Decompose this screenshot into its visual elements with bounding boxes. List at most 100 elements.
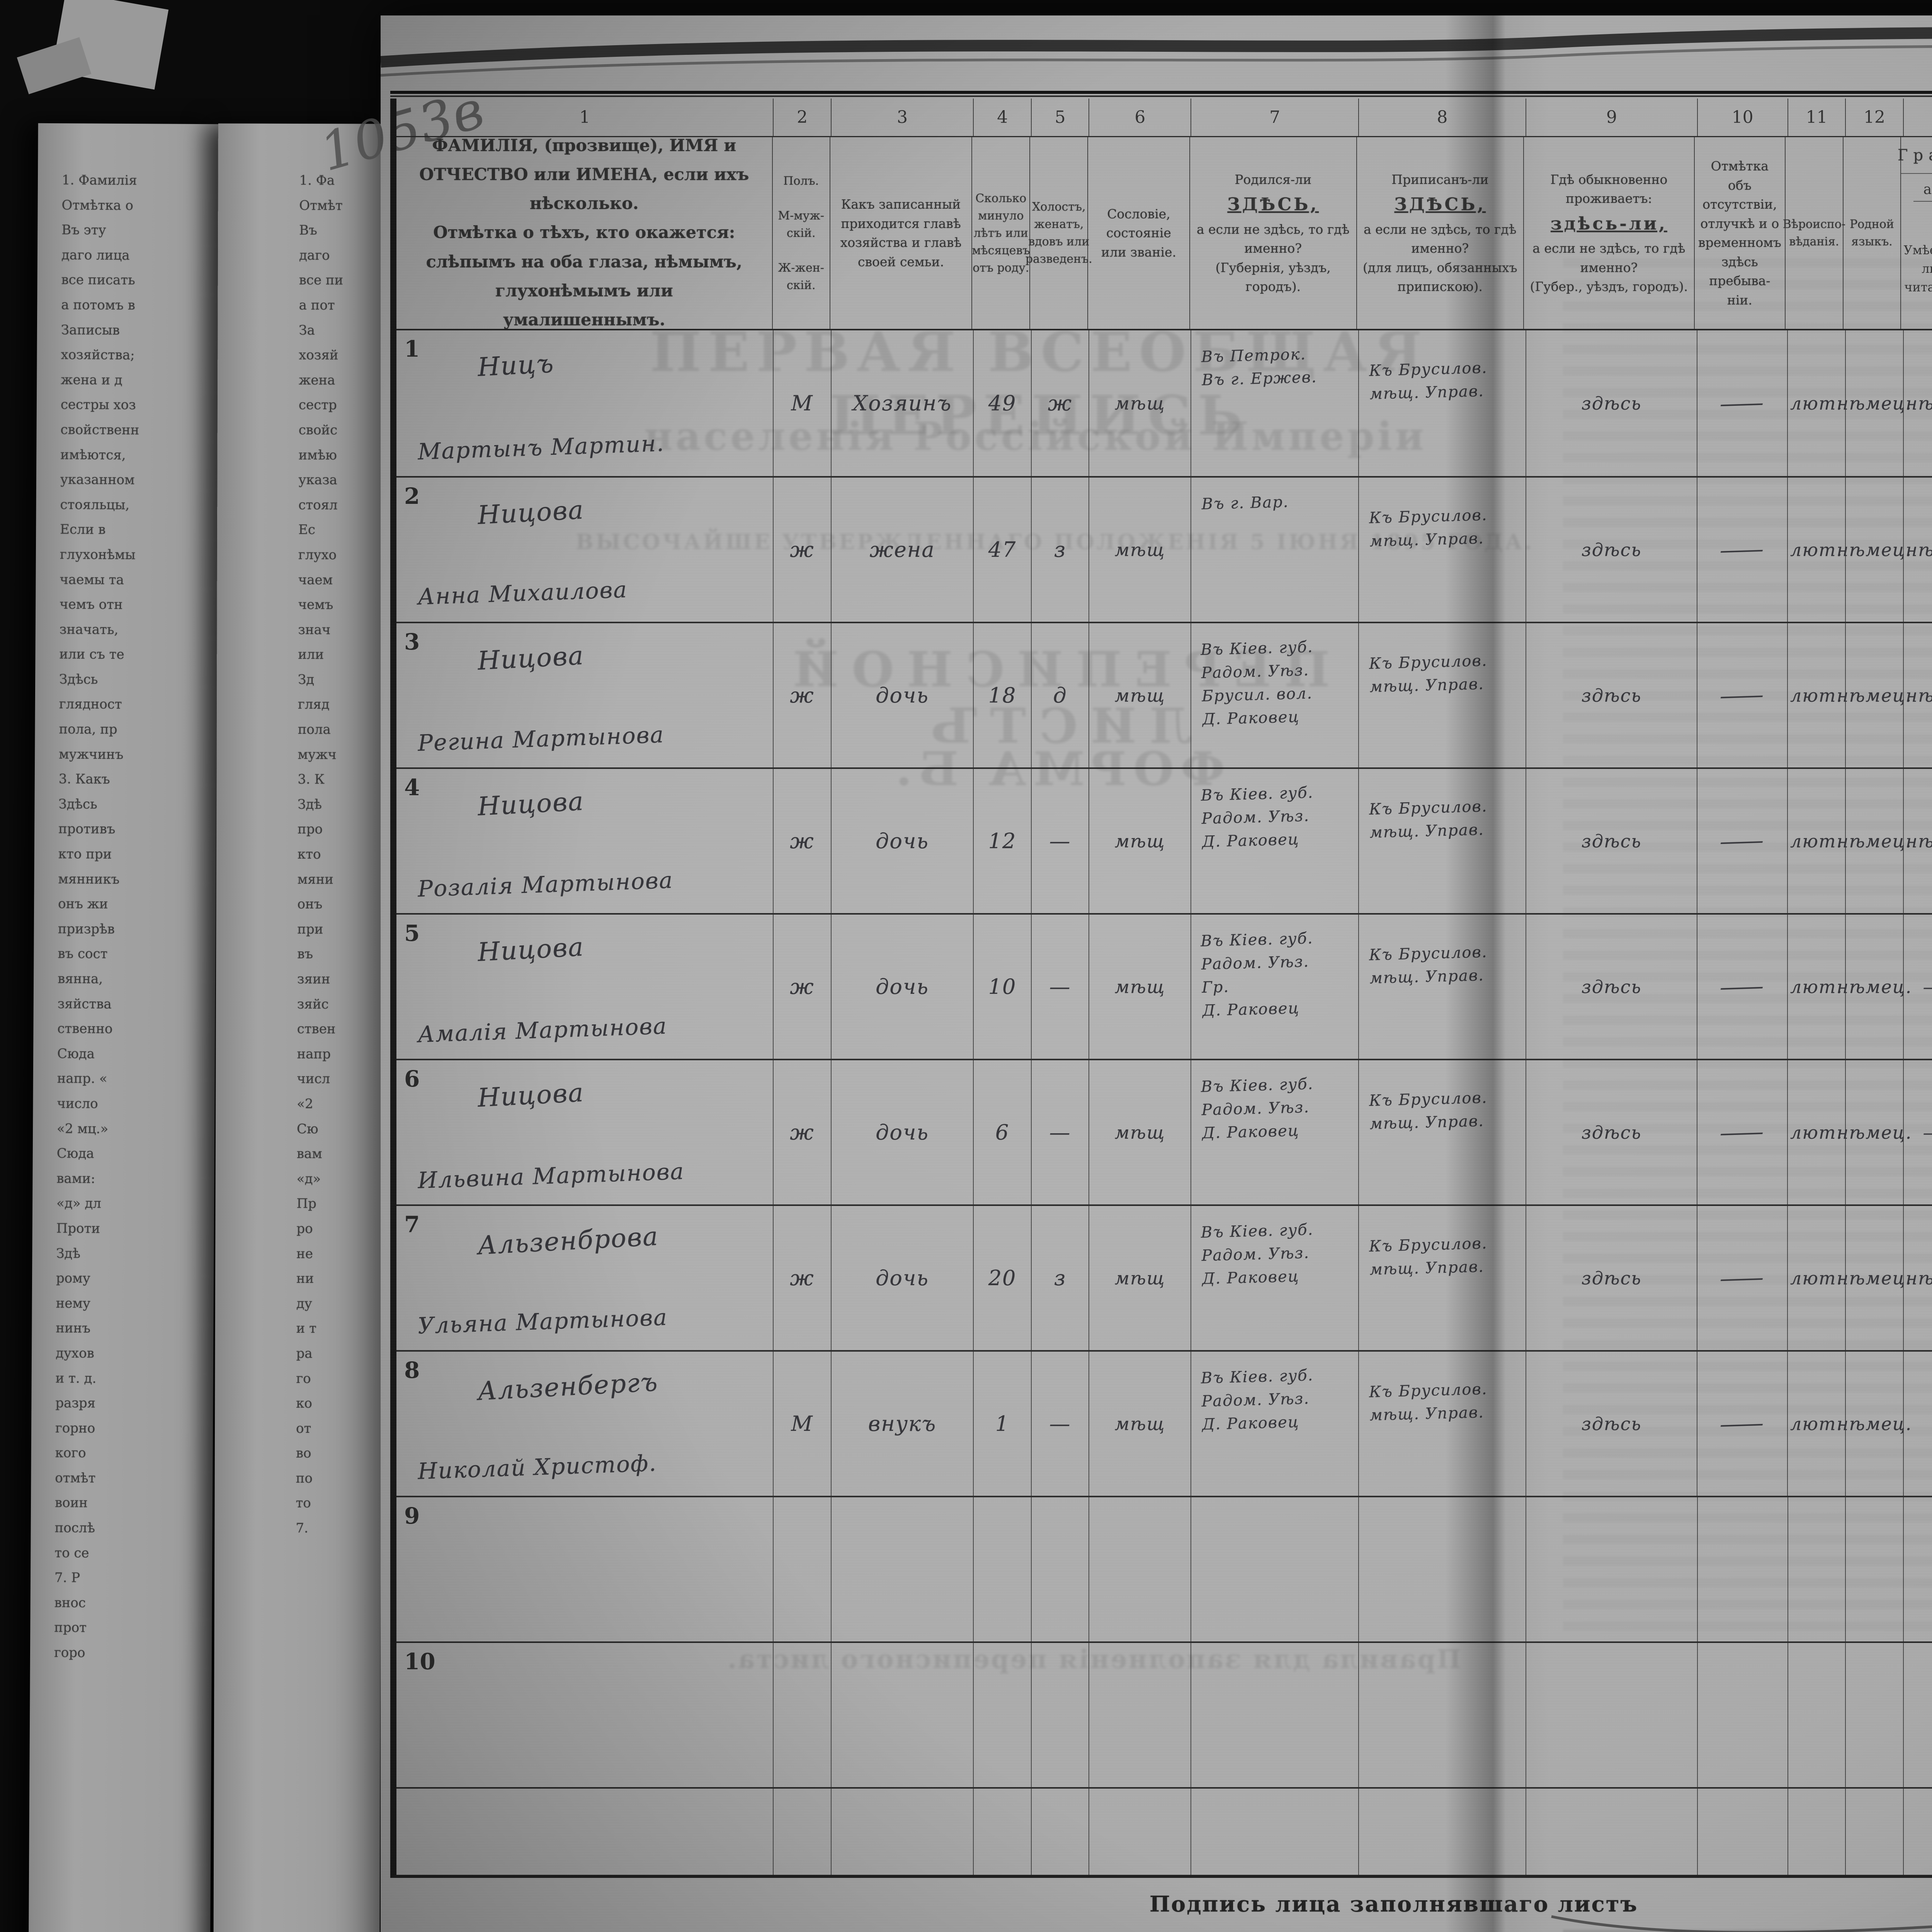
header-text: Гдѣ обыкновенно проживаетъ:: [1550, 172, 1668, 206]
marital-value: —: [1049, 1412, 1071, 1436]
given-name-handwritten: Анна Михаилова: [417, 576, 628, 610]
surname-handwritten: Ницова: [477, 1077, 585, 1113]
language-value: нѣмец.: [1837, 976, 1912, 997]
instruction-fragment-line: знач: [298, 622, 331, 638]
cell-reads: нѣт.: [1904, 478, 1932, 622]
residence-value: здѣсь: [1581, 539, 1642, 560]
instruction-fragment-line: Здѣсь: [58, 796, 97, 812]
cell-absence: —: [1697, 1060, 1788, 1204]
registration-value: Къ Брусилов. мѣщ. Управ.: [1369, 1088, 1488, 1133]
reads-value: нѣт.: [1905, 539, 1932, 560]
instruction-fragments-column: 1. Фа Отмѣт Въ даго все пи а пот За хозяй жена се…: [214, 123, 384, 1541]
instruction-fragment-line: свойс: [298, 422, 338, 438]
instruction-fragment-line: жена и д: [61, 372, 122, 388]
estate-value: мѣщ: [1114, 393, 1165, 414]
cell-residence: здѣсь: [1526, 1206, 1698, 1350]
estate-value: [1089, 1643, 1190, 1787]
absence-mark: —: [1716, 1265, 1768, 1291]
language-value: [1846, 1643, 1903, 1787]
instruction-fragment-line: и т. д.: [55, 1370, 97, 1386]
col-number: 8: [1359, 99, 1527, 136]
cell-estate: [1089, 1497, 1192, 1641]
cell-absence: —: [1697, 330, 1788, 476]
instruction-fragment-line: не: [296, 1246, 313, 1262]
cell-relation: [832, 1497, 974, 1641]
row-number: 9: [404, 1503, 420, 1529]
cell-faith: лют.: [1788, 623, 1846, 767]
absence-mark: —: [1716, 537, 1768, 563]
instruction-fragment-line: то: [296, 1495, 311, 1511]
cell-faith: лют.: [1788, 915, 1846, 1059]
age-value: 20: [988, 1266, 1017, 1290]
instruction-fragment-line: онъ: [297, 896, 323, 912]
cell-language: [1846, 1497, 1904, 1641]
header-estate-column: Сословіе, состояніе или званіе.: [1088, 137, 1190, 329]
given-name-handwritten: Николай Христоф.: [417, 1450, 657, 1485]
cell-name: 2 Ницова Анна Михаилова: [396, 478, 774, 622]
instruction-fragment-line: внос: [54, 1595, 86, 1611]
col-number: 3: [832, 99, 974, 136]
instruction-fragments-column: 1. Фамилія Отмѣтка о Въ эту даго лица все пи…: [30, 123, 220, 1666]
estate-value: мѣщ: [1114, 1413, 1165, 1434]
instruction-fragment-line: стоял: [298, 497, 338, 513]
reads-value: [1904, 1643, 1932, 1787]
instruction-fragment-line: мужч: [298, 747, 337, 762]
cell-age: 1: [974, 1352, 1032, 1496]
sex-value: [774, 1643, 830, 1787]
cell-estate: мѣщ: [1089, 330, 1192, 476]
faith-value: лют.: [1790, 830, 1843, 852]
cell-residence: здѣсь: [1526, 478, 1698, 622]
estate-value: [1089, 1497, 1190, 1641]
col-number: 7: [1191, 99, 1359, 136]
table-row: 1 Ницъ Мартынъ Мартин. М Хозяинъ 49 ж мѣ…: [396, 330, 1932, 476]
col-number: 10: [1698, 99, 1788, 136]
sex-value: ж: [790, 537, 815, 562]
cell-reads: [1904, 1352, 1932, 1496]
instruction-fragment-line: глядност: [59, 696, 122, 713]
instruction-fragment-line: За: [299, 322, 315, 338]
instruction-fragment-line: глухо: [298, 547, 337, 563]
row-number: 1: [404, 336, 420, 362]
cell-name: 6 Ницова Ильвина Мартынова: [396, 1060, 774, 1204]
header-sex-column: Полъ. М-муж-скій. Ж-жен-скій.: [773, 137, 830, 329]
header-here-emphasis: ЗДѢСЬ,: [1227, 194, 1319, 214]
faith-value: лют.: [1790, 685, 1843, 706]
language-value: нѣмец.: [1837, 685, 1912, 706]
instruction-fragment-line: 1. Фамилія: [61, 172, 137, 189]
surname-handwritten: Ницова: [477, 932, 585, 968]
faith-value: лют.: [1790, 1413, 1843, 1434]
reads-value: нѣт.: [1905, 1267, 1932, 1289]
relation-value: Хозяинъ: [852, 391, 952, 415]
cell-name: 1 Ницъ Мартынъ Мартин.: [396, 330, 774, 476]
cell-marital: —: [1032, 1060, 1090, 1204]
instruction-fragment-line: въ: [297, 946, 313, 962]
cell-age: 20: [974, 1206, 1032, 1350]
header-text: а если не здѣсь, то гдѣ именно? (Губер.,…: [1530, 241, 1688, 294]
instruction-fragment-line: Здѣ: [56, 1245, 81, 1261]
instruction-fragment-line: от: [296, 1420, 311, 1436]
col-number: 9: [1526, 99, 1698, 136]
residence-value: здѣсь: [1581, 1267, 1642, 1289]
registration-value: Къ Брусилов. мѣщ. Управ.: [1369, 943, 1488, 987]
surname-handwritten: Ницова: [477, 495, 585, 531]
cell-residence: здѣсь: [1526, 915, 1698, 1059]
cell-faith: [1788, 1643, 1846, 1787]
estate-value: мѣщ: [1114, 1122, 1165, 1143]
instruction-fragment-line: въ сост: [58, 946, 108, 962]
instruction-fragment-line: стояльцы,: [60, 497, 130, 513]
estate-value: мѣщ: [1114, 539, 1165, 560]
instruction-fragment-line: кого: [55, 1445, 86, 1461]
absence-mark: —: [1716, 390, 1768, 416]
instruction-fragment-line: вянна,: [58, 971, 103, 987]
under-page-edge-2: 1. Фа Отмѣт Въ даго все пи а пот За хозяй жена се…: [213, 123, 384, 1932]
header-literacy-group: Грамотность. а. Умѣетъ-ли читать? б. гдѣ…: [1898, 137, 1932, 329]
cell-registration: Къ Брусилов. мѣщ. Управ.: [1359, 1206, 1526, 1350]
row-number: 5: [404, 920, 420, 946]
sex-value: ж: [790, 683, 815, 707]
reads-value: —: [1904, 1060, 1932, 1204]
instruction-fragment-line: числ: [297, 1071, 330, 1087]
instruction-fragment-line: при: [297, 921, 323, 937]
relation-value: дочь: [876, 683, 929, 707]
instruction-fragment-line: «2 мц.»: [56, 1121, 109, 1137]
cell-sex: ж: [774, 1206, 832, 1350]
